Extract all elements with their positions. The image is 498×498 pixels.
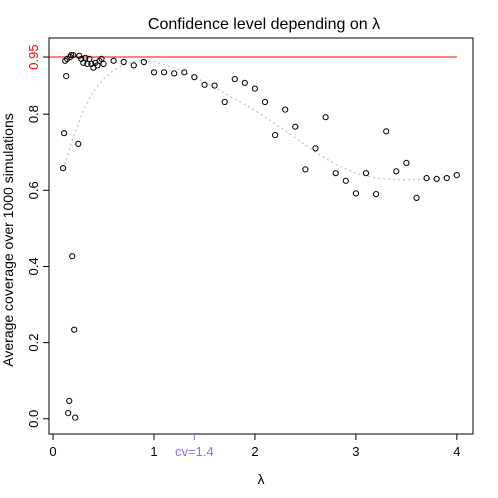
data-point (171, 70, 178, 77)
y-tick-label: 0.0 (26, 410, 41, 428)
data-point (70, 52, 77, 59)
data-point (72, 414, 79, 421)
data-point (241, 79, 248, 87)
data-point (66, 397, 73, 404)
y-tick-label: 0.6 (26, 181, 41, 199)
data-point (251, 85, 258, 92)
data-point (110, 57, 117, 64)
trend-layer (62, 60, 457, 181)
plot-frame (48, 37, 474, 435)
data-point (61, 130, 68, 137)
data-point (69, 253, 76, 260)
data-point (211, 82, 218, 89)
y-axis-label: Average coverage over 1000 simulations (0, 113, 16, 366)
data-point (62, 57, 69, 64)
data-point (96, 57, 103, 64)
data-point (312, 145, 319, 152)
data-point (98, 55, 105, 63)
chart-title: Confidence level depending on λ (148, 16, 380, 33)
x-axis-label: λ (258, 471, 265, 487)
x-axis-ticks: 0 1 2 3 4 cv=1.4 (49, 434, 460, 459)
data-point (322, 114, 329, 121)
data-point (261, 98, 269, 106)
data-point (181, 69, 188, 76)
data-point (373, 191, 380, 198)
data-point (65, 410, 72, 417)
data-point (443, 175, 450, 182)
data-point (292, 123, 299, 130)
data-point (68, 52, 75, 59)
x-tick-label: 3 (352, 444, 359, 459)
data-point (231, 76, 238, 83)
y-axis-ticks: 0.0 0.2 0.4 0.6 0.8 (26, 105, 49, 428)
data-point (352, 190, 359, 197)
x-tick-label: 4 (453, 444, 460, 459)
data-point (161, 69, 168, 76)
data-point (362, 170, 370, 177)
data-point (75, 140, 82, 147)
data-point (191, 74, 198, 81)
x-tick-label: 0 (49, 444, 56, 459)
data-point (272, 132, 279, 139)
data-point (86, 55, 93, 63)
data-point (433, 175, 440, 182)
trend-line (62, 60, 457, 181)
data-point (302, 166, 309, 173)
data-point (393, 168, 400, 175)
y-tick-label: 0.2 (26, 334, 41, 352)
data-point (60, 165, 67, 172)
data-point (150, 69, 158, 76)
y-tick-label: 0.4 (26, 257, 41, 275)
data-point (332, 170, 339, 177)
data-point (100, 60, 107, 68)
points-layer (60, 52, 460, 421)
data-point (63, 73, 70, 80)
reference-label: 0.95 (26, 44, 41, 69)
data-point (80, 59, 87, 66)
cv-tick-label: cv=1.4 (175, 444, 214, 459)
x-tick-label: 1 (150, 444, 157, 459)
data-point (84, 60, 91, 68)
y-tick-label: 0.8 (26, 105, 41, 123)
data-point (282, 106, 289, 113)
data-point (413, 194, 420, 201)
data-point (130, 62, 137, 69)
data-point (140, 58, 147, 66)
data-point (383, 128, 390, 135)
data-point (221, 98, 228, 106)
data-point (120, 58, 127, 66)
data-point (403, 159, 410, 166)
data-point (342, 177, 349, 184)
data-point (453, 172, 460, 179)
data-point (71, 326, 78, 333)
data-point (201, 81, 208, 88)
data-point (423, 175, 430, 182)
x-tick-label: 2 (251, 444, 258, 459)
reference-layer: 0.95 (26, 44, 457, 70)
data-point (82, 54, 89, 61)
